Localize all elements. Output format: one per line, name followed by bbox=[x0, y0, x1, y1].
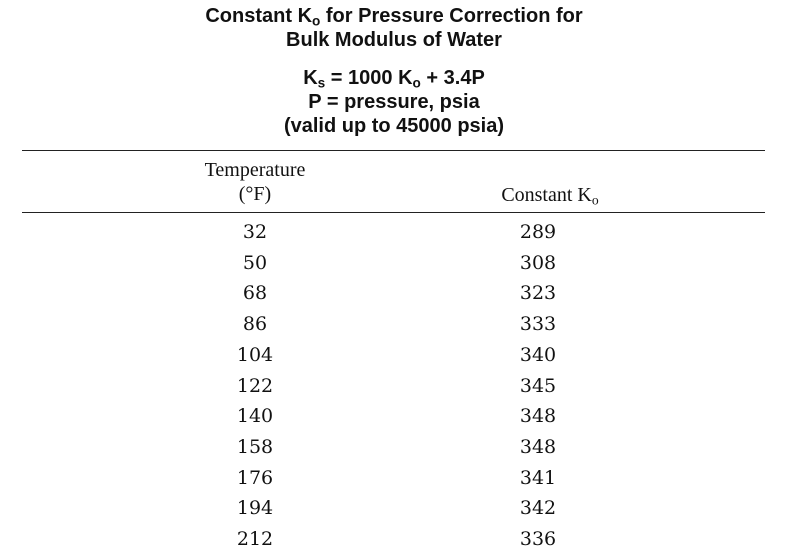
constant-cell: 340 bbox=[519, 343, 557, 366]
temperature-cell: 32 bbox=[242, 221, 268, 243]
constant-cell: 341 bbox=[519, 466, 557, 489]
constant-cell: 336 bbox=[519, 528, 557, 550]
formula-mid-subscript: o bbox=[412, 75, 421, 91]
formula-rhs: + 3.4P bbox=[420, 67, 485, 89]
column-header-constant: Constant Ko bbox=[450, 183, 650, 207]
constant-cell: 333 bbox=[519, 313, 557, 336]
formula-definition: P = pressure, psia bbox=[308, 91, 480, 113]
constant-cell: 289 bbox=[519, 221, 557, 243]
constant-cell: 308 bbox=[519, 251, 557, 274]
title-line-1: Constant Ko for Pressure Correction for bbox=[0, 4, 788, 28]
temperature-cell: 176 bbox=[236, 466, 274, 489]
table-row: 158 348 bbox=[0, 435, 788, 466]
table-row: 212 336 bbox=[0, 527, 788, 558]
formula-mid: = 1000 K bbox=[325, 67, 413, 89]
temperature-cell: 194 bbox=[236, 497, 274, 520]
table-row: 140 348 bbox=[0, 404, 788, 435]
constant-header-subscript: o bbox=[591, 192, 599, 208]
temperature-cell: 50 bbox=[242, 251, 268, 274]
table-row: 194 342 bbox=[0, 496, 788, 527]
temperature-cell: 158 bbox=[236, 435, 274, 458]
temperature-cell: 68 bbox=[242, 282, 268, 305]
formula-equation: Ks = 1000 Ko + 3.4P bbox=[0, 66, 788, 90]
temperature-cell: 104 bbox=[236, 343, 274, 366]
table-row: 122 345 bbox=[0, 374, 788, 405]
table-title: Constant Ko for Pressure Correction for … bbox=[0, 4, 788, 52]
temperature-cell: 122 bbox=[236, 374, 274, 397]
formula-block: Ks = 1000 Ko + 3.4P P = pressure, psia (… bbox=[0, 66, 788, 138]
temperature-header-line-2: (°F) bbox=[238, 183, 272, 205]
table-row: 176 341 bbox=[0, 466, 788, 497]
formula-lhs-subscript: s bbox=[317, 75, 326, 91]
formula-validity: (valid up to 45000 psia) bbox=[283, 115, 505, 137]
temperature-header-line-1: Temperature bbox=[204, 159, 306, 181]
column-header-temperature: Temperature (°F) bbox=[170, 158, 340, 206]
title-line-2: Bulk Modulus of Water bbox=[286, 29, 502, 51]
constant-header-text: Constant K bbox=[501, 184, 592, 206]
temperature-cell: 212 bbox=[236, 528, 274, 550]
constant-cell: 348 bbox=[519, 405, 557, 428]
title-text-b: for Pressure Correction for bbox=[320, 5, 583, 27]
table-row: 104 340 bbox=[0, 343, 788, 374]
table-row: 68 323 bbox=[0, 281, 788, 312]
constant-cell: 342 bbox=[519, 497, 557, 520]
table-top-rule bbox=[22, 150, 765, 151]
table-header-rule bbox=[22, 212, 765, 213]
formula-lhs: K bbox=[303, 67, 318, 89]
constant-cell: 345 bbox=[519, 374, 557, 397]
temperature-cell: 86 bbox=[242, 313, 268, 336]
table-row: 32 289 bbox=[0, 220, 788, 251]
table-row: 86 333 bbox=[0, 312, 788, 343]
title-subscript: o bbox=[312, 13, 321, 29]
table-row: 50 308 bbox=[0, 251, 788, 282]
temperature-cell: 140 bbox=[236, 405, 274, 428]
constant-cell: 348 bbox=[519, 435, 557, 458]
title-text-a: Constant K bbox=[205, 5, 313, 27]
constant-cell: 323 bbox=[519, 282, 557, 305]
